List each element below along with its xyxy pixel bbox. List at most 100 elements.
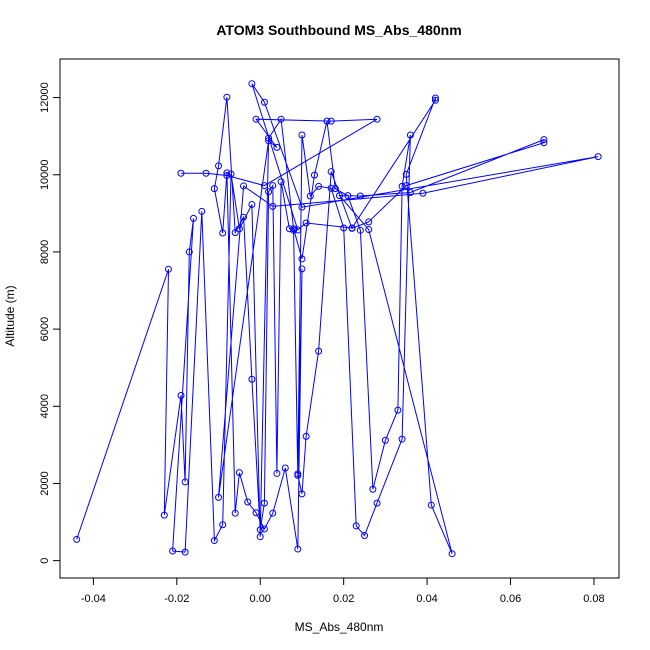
x-tick-label: -0.04 [81,593,106,605]
y-tick-label: 2000 [39,471,51,495]
data-point [327,168,335,176]
data-point [381,436,389,444]
data-point [285,225,293,233]
data-point [269,509,277,517]
data-point [398,182,406,190]
x-axis-label: MS_Abs_480nm [295,620,384,634]
data-point [260,525,268,533]
data-point [594,153,602,161]
data-point [219,521,227,529]
y-tick-label: 10000 [39,159,51,190]
data-point [369,485,377,493]
y-axis: 0 2000 4000 6000 8000 10000 12000 [39,82,61,564]
data-point [281,464,289,472]
data-point [223,169,231,177]
data-point [348,224,356,232]
data-point [189,214,197,222]
data-point [406,131,414,139]
plot-frame [59,58,620,579]
data-point [202,169,210,177]
data-point [294,545,302,553]
data-point [210,537,218,545]
data-point [431,94,439,102]
data-point [356,226,364,234]
y-axis-label: Altitude (m) [3,285,17,346]
data-point [260,182,268,190]
data-point [302,219,310,227]
data-point [298,265,306,273]
series-line [76,83,599,554]
data-point [365,226,373,234]
data-point [356,192,364,200]
data-point [177,391,185,399]
data-point [540,136,548,144]
data-point [248,80,256,88]
y-tick-label: 8000 [39,240,51,264]
data-point [327,117,335,125]
data-point [306,192,314,200]
data-point [215,493,223,501]
data-point [248,375,256,383]
data-point [273,469,281,477]
data-point [256,533,264,541]
data-point [398,435,406,443]
series-lines [76,83,599,554]
data-point [298,203,306,211]
data-point [294,471,302,479]
y-tick-label: 0 [39,558,51,564]
data-point [198,207,206,215]
data-point [302,432,310,440]
data-point [185,248,193,256]
data-point [331,185,339,193]
x-tick-label: 0.00 [250,593,271,605]
data-point [327,184,335,192]
data-point [394,406,402,414]
data-point [419,189,427,197]
data-point [315,347,323,355]
data-point [235,469,243,477]
data-point [252,509,260,517]
data-point [160,511,168,519]
x-tick-label: -0.02 [164,593,189,605]
data-point [402,170,410,178]
data-point [298,490,306,498]
data-point [373,115,381,123]
data-point [298,131,306,139]
y-tick-label: 6000 [39,317,51,341]
data-point [223,93,231,101]
data-point [227,170,235,178]
data-point [298,255,306,263]
data-point [448,550,456,558]
data-point [294,226,302,234]
data-point [265,134,273,142]
data-point [277,115,285,123]
data-point [273,143,281,151]
data-point [244,498,252,506]
data-point [277,178,285,186]
data-point [181,548,189,556]
data-point [73,535,81,543]
y-tick-label: 4000 [39,394,51,418]
data-point [240,182,248,190]
data-point [336,192,343,200]
data-point [219,229,227,237]
data-point [248,200,256,208]
data-point [235,225,243,233]
data-point [269,202,277,210]
data-point [260,499,268,507]
y-tick-label: 12000 [39,82,51,113]
data-point [361,532,369,540]
data-point [406,189,414,197]
data-point [269,182,277,190]
x-tick-label: 0.02 [333,593,354,605]
data-point [431,96,439,104]
data-point [352,522,360,530]
data-point [223,172,231,180]
data-point [252,115,260,123]
x-tick-label: 0.06 [500,593,521,605]
data-point [256,526,264,534]
data-point [231,229,239,237]
data-point [540,139,548,147]
data-point [344,192,352,200]
data-point [265,137,273,145]
